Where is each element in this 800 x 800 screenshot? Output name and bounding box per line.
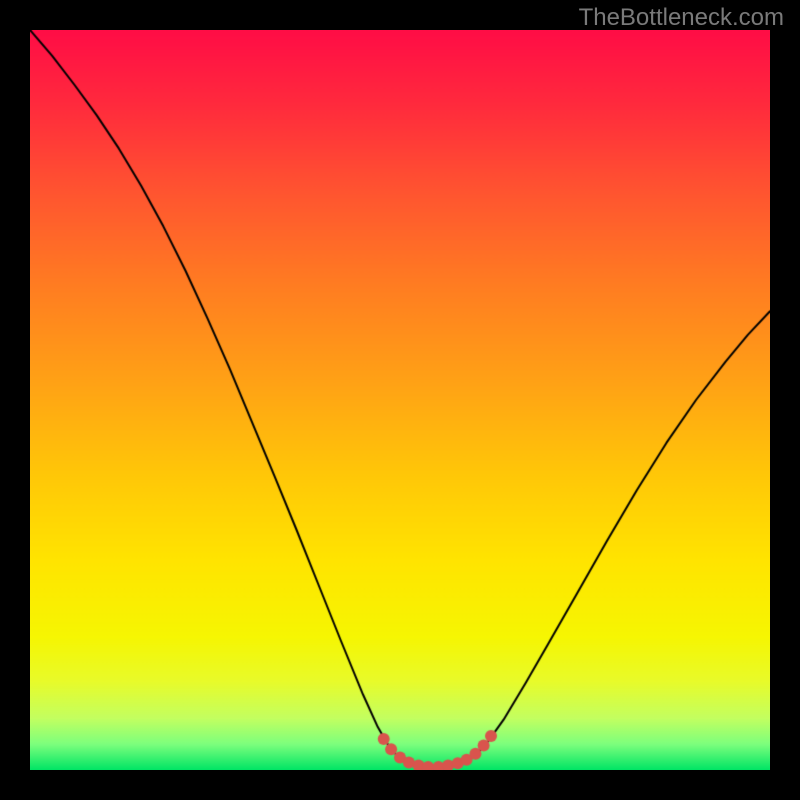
watermark-text: TheBottleneck.com [579,4,784,32]
chart-container: TheBottleneck.com [0,0,800,800]
bottleneck-gradient-curve-chart [30,30,770,770]
